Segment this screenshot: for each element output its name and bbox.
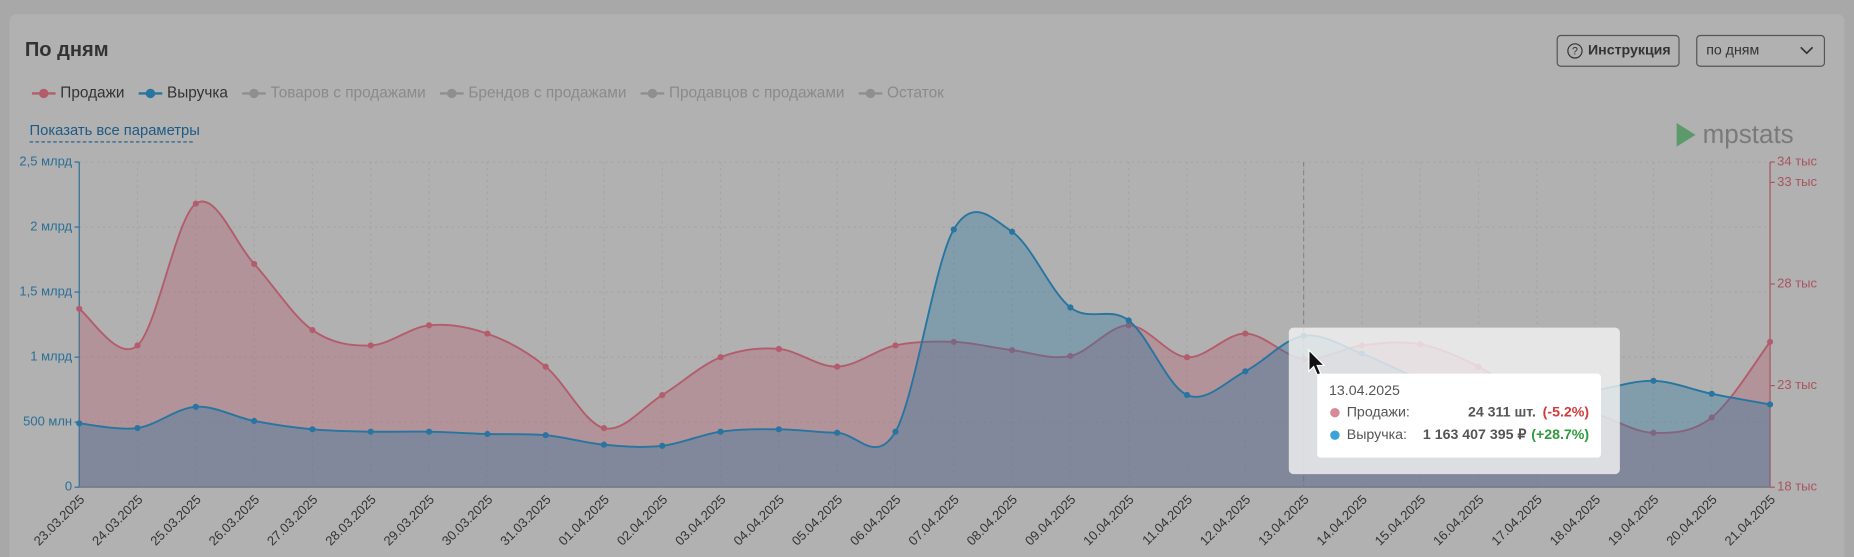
cursor xyxy=(1308,348,1326,376)
point xyxy=(425,322,433,329)
tooltip-value: 1 163 407 395 ₽ xyxy=(1423,427,1527,443)
legend-dot xyxy=(447,88,457,99)
tooltip-layer: 13.04.2025 Продажи: 24 311 шт. (-5.2%) В… xyxy=(1288,327,1620,475)
tooltip-date: 13.04.2025 xyxy=(1329,383,1400,399)
point xyxy=(76,420,83,427)
point xyxy=(1708,390,1715,397)
point xyxy=(309,326,316,334)
point xyxy=(950,338,957,345)
point xyxy=(192,403,199,410)
point xyxy=(1125,322,1132,329)
y-tick-label: 500 млн xyxy=(23,414,72,429)
legend-label[interactable]: Товаров с продажами xyxy=(271,85,426,102)
point xyxy=(1183,354,1191,361)
y2-tick-label: 18 тыс xyxy=(1777,479,1817,494)
point xyxy=(542,363,549,370)
point xyxy=(717,354,724,361)
y2-tick-label: 33 тыс xyxy=(1777,174,1817,189)
point xyxy=(834,429,841,436)
y2-tick-label: 23 тыс xyxy=(1777,377,1817,392)
point xyxy=(309,426,316,433)
help-button[interactable]: ? Инструкция xyxy=(1556,34,1680,67)
point xyxy=(134,342,141,349)
chart-title: По дням xyxy=(25,39,109,61)
legend-dot xyxy=(145,88,156,99)
point xyxy=(1766,338,1774,345)
tooltip-label: Выручка: xyxy=(1347,427,1407,443)
legend-label[interactable]: Продажи xyxy=(60,85,124,102)
y-tick-label: 1,5 млрд xyxy=(19,284,72,299)
tooltip-change: (+28.7%) xyxy=(1531,427,1589,443)
point xyxy=(251,417,258,425)
select-frame xyxy=(1696,34,1826,67)
point xyxy=(251,260,258,267)
point xyxy=(1242,368,1249,375)
button-label: Инструкция xyxy=(1588,43,1671,59)
point xyxy=(834,363,841,370)
point xyxy=(484,430,491,438)
point xyxy=(600,441,608,448)
point xyxy=(484,330,491,337)
y-tick-label: 2,5 млрд xyxy=(19,153,72,168)
point xyxy=(950,226,957,233)
y-tick-label: 0 xyxy=(65,479,72,494)
point xyxy=(600,425,608,432)
point xyxy=(1708,414,1715,421)
help-icon xyxy=(1567,43,1583,59)
point xyxy=(1183,391,1191,399)
chevron xyxy=(1800,46,1814,55)
point xyxy=(367,342,374,349)
legend: Продажи Выручка Товаров с продажами Брендов… xyxy=(31,85,944,102)
point xyxy=(1650,377,1657,384)
legend-dot xyxy=(39,88,49,99)
button-frame xyxy=(1556,34,1680,67)
legend-label[interactable]: Продавцов с продажами xyxy=(669,85,845,102)
tooltip-value: 24 311 шт. xyxy=(1468,404,1536,420)
point xyxy=(1650,429,1657,436)
y2-tick-label: 34 тыс xyxy=(1777,153,1817,168)
point xyxy=(1067,352,1074,360)
y-tick-label: 1 млрд xyxy=(30,349,72,364)
point xyxy=(775,345,782,353)
tooltip-label: Продажи: xyxy=(1347,404,1410,420)
legend-dot xyxy=(647,88,658,99)
legend-dot xyxy=(865,88,876,99)
logo: mpstats xyxy=(1703,119,1794,149)
select-value: по дням xyxy=(1706,43,1759,59)
point xyxy=(892,428,899,435)
point xyxy=(367,428,374,435)
legend-dot xyxy=(249,88,259,99)
logo-icon xyxy=(1676,123,1696,147)
point xyxy=(425,428,433,435)
show-all-link[interactable]: Показать все параметры xyxy=(30,123,200,139)
tooltip xyxy=(1317,373,1601,458)
point xyxy=(775,426,782,433)
tooltip-dot xyxy=(1330,407,1340,418)
point xyxy=(1067,304,1074,311)
point xyxy=(659,391,666,399)
y-tick-label: 2 млрд xyxy=(30,219,72,234)
point xyxy=(1009,347,1016,354)
point xyxy=(76,305,83,312)
point xyxy=(542,432,549,439)
point xyxy=(659,442,666,449)
point xyxy=(134,424,141,432)
legend-label[interactable]: Брендов с продажами xyxy=(468,85,626,102)
point xyxy=(1242,330,1249,337)
legend-label[interactable]: Остаток xyxy=(887,85,944,102)
point xyxy=(1009,228,1016,235)
tooltip-change: (-5.2%) xyxy=(1543,404,1590,420)
period-select[interactable]: по дням xyxy=(1696,34,1826,67)
point xyxy=(192,200,199,207)
point xyxy=(1125,317,1132,324)
help-icon-mark: ? xyxy=(1572,45,1578,57)
point xyxy=(892,342,899,349)
y2-tick-label: 28 тыс xyxy=(1777,275,1817,290)
tooltip-dot xyxy=(1330,430,1340,440)
point xyxy=(717,428,724,435)
legend-label[interactable]: Выручка xyxy=(167,85,228,102)
point xyxy=(1766,401,1774,408)
